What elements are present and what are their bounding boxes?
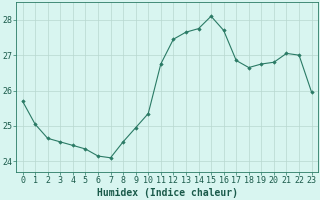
- X-axis label: Humidex (Indice chaleur): Humidex (Indice chaleur): [97, 188, 237, 198]
